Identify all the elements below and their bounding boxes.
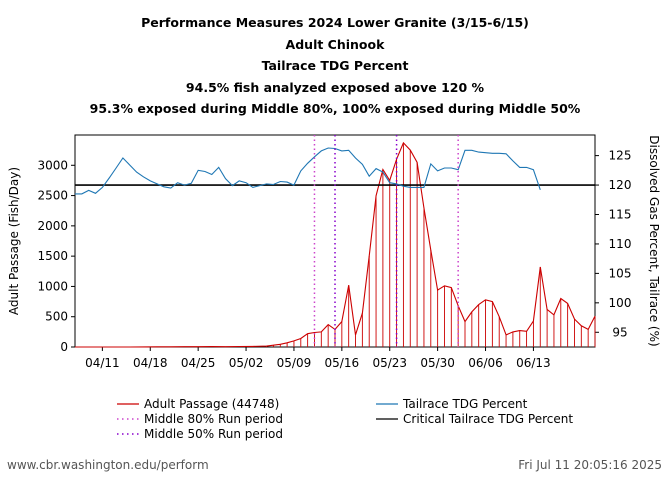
right-tick-label-1: 100 (609, 296, 632, 310)
legend-label-4: Critical Tailrace TDG Percent (403, 412, 573, 426)
left-tick-label-2: 1000 (37, 279, 68, 293)
right-tick-label-5: 120 (609, 178, 632, 192)
chart-subtitle-exposure: 94.5% fish analyzed exposed above 120 % (185, 79, 485, 95)
chart-subtitle-measure: Tailrace TDG Percent (261, 58, 409, 73)
right-tick-label-0: 95 (612, 325, 627, 339)
left-tick-label-5: 2500 (37, 189, 68, 203)
x-tick-label-6: 05/23 (372, 356, 407, 370)
x-tick-label-1: 04/18 (133, 356, 168, 370)
tailrace-tdg-line (75, 147, 541, 195)
left-tick-label-1: 500 (45, 310, 68, 324)
legend-label-0: Adult Passage (44748) (144, 397, 279, 411)
chart-titles: Performance Measures 2024 Lower Granite … (0, 12, 670, 120)
y-axis-label-left: Adult Passage (Fish/Day) (7, 167, 21, 315)
left-tick-label-0: 0 (60, 340, 68, 354)
chart-title: Performance Measures 2024 Lower Granite … (141, 15, 529, 30)
x-tick-label-3: 05/02 (229, 356, 264, 370)
x-tick-label-8: 06/06 (468, 356, 503, 370)
legend-label-1: Middle 80% Run period (144, 412, 283, 426)
x-tick-label-2: 04/25 (181, 356, 216, 370)
x-tick-label-5: 05/16 (325, 356, 360, 370)
y-axis-label-right: Dissolved Gas Percent, Tailrace (%) (647, 135, 661, 346)
legend-label-3: Tailrace TDG Percent (402, 397, 528, 411)
x-tick-label-0: 04/11 (85, 356, 120, 370)
x-tick-label-7: 05/30 (420, 356, 455, 370)
x-tick-label-9: 06/13 (516, 356, 551, 370)
left-tick-label-6: 3000 (37, 158, 68, 172)
right-tick-label-6: 125 (609, 149, 632, 163)
footer-timestamp: Fri Jul 11 20:05:16 2025 (518, 458, 662, 472)
adult-passage-line (75, 141, 596, 348)
left-tick-label-3: 1500 (37, 249, 68, 263)
chart-subtitle-run-exposure: 95.3% exposed during Middle 80%, 100% ex… (89, 101, 581, 116)
chart-subtitle-species: Adult Chinook (285, 36, 385, 52)
left-tick-label-4: 2000 (37, 219, 68, 233)
right-tick-label-2: 105 (609, 266, 632, 280)
footer-url[interactable]: www.cbr.washington.edu/perform (7, 458, 209, 472)
x-tick-label-4: 05/09 (277, 356, 312, 370)
right-tick-label-4: 115 (609, 208, 632, 222)
legend-label-2: Middle 50% Run period (144, 427, 283, 441)
right-tick-label-3: 110 (609, 237, 632, 251)
